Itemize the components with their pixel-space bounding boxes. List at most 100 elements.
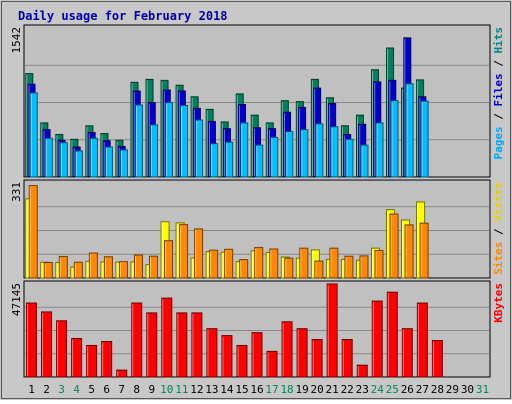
bar-pages-day-8 xyxy=(134,104,143,178)
x-tick-label: 9 xyxy=(148,383,155,396)
bar-kbytes-day-26 xyxy=(401,328,413,378)
x-tick-label: 23 xyxy=(356,383,369,396)
bar-pages-day-24 xyxy=(375,122,384,178)
chart-title: Daily usage for February 2018 xyxy=(18,9,228,23)
bar-sites-day-8 xyxy=(133,254,143,279)
legend-entry: Sites xyxy=(492,242,505,275)
x-tick-label: 29 xyxy=(446,383,459,396)
bar-pages-day-5 xyxy=(89,137,98,178)
x-tick-label: 21 xyxy=(326,383,339,396)
bar-pages-day-17 xyxy=(270,136,279,178)
bar-sites-day-2 xyxy=(43,262,53,279)
bar-kbytes-day-18 xyxy=(281,321,293,378)
x-tick-label: 11 xyxy=(175,383,188,396)
bar-kbytes-day-21 xyxy=(326,283,338,378)
bar-kbytes-day-27 xyxy=(416,302,428,378)
bar-sites-day-9 xyxy=(149,255,159,279)
bar-sites-day-24 xyxy=(374,249,384,279)
x-tick-label: 28 xyxy=(431,383,444,396)
x-tick-label: 13 xyxy=(205,383,218,396)
x-tick-label: 15 xyxy=(235,383,248,396)
bar-kbytes-day-16 xyxy=(251,332,263,378)
bar-kbytes-day-6 xyxy=(101,340,113,378)
bar-sites-day-17 xyxy=(269,248,279,279)
bar-kbytes-day-3 xyxy=(56,320,68,378)
bar-sites-day-1 xyxy=(28,185,38,279)
x-tick-label: 4 xyxy=(73,383,80,396)
legend-separator: / xyxy=(492,222,505,242)
x-tick-label: 27 xyxy=(416,383,429,396)
bar-sites-day-7 xyxy=(118,261,128,279)
bar-sites-day-18 xyxy=(284,257,294,279)
bar-pages-day-3 xyxy=(59,142,68,178)
x-tick-label: 26 xyxy=(401,383,414,396)
bar-kbytes-day-24 xyxy=(371,300,383,378)
bar-pages-day-26 xyxy=(405,83,414,178)
bar-kbytes-day-1 xyxy=(26,302,38,378)
bar-kbytes-day-12 xyxy=(191,312,203,378)
bar-pages-day-2 xyxy=(44,137,53,178)
bar-sites-day-22 xyxy=(344,255,354,279)
bar-kbytes-day-9 xyxy=(146,312,158,378)
bar-pages-day-21 xyxy=(330,126,339,178)
bar-pages-day-18 xyxy=(285,131,294,178)
bar-kbytes-day-20 xyxy=(311,339,323,378)
bar-kbytes-day-23 xyxy=(356,364,368,378)
bar-pages-day-9 xyxy=(150,124,159,178)
bar-pages-day-19 xyxy=(300,129,309,178)
bar-kbytes-day-19 xyxy=(296,328,308,378)
bar-pages-day-27 xyxy=(420,100,429,178)
bar-pages-day-6 xyxy=(104,146,113,178)
bar-kbytes-day-17 xyxy=(266,350,278,378)
bar-sites-day-11 xyxy=(179,224,189,279)
bar-sites-day-26 xyxy=(404,224,414,279)
bar-kbytes-day-7 xyxy=(116,369,128,378)
x-tick-label: 5 xyxy=(88,383,95,396)
bar-kbytes-day-15 xyxy=(236,344,248,378)
panel-kbytes: 47145 KBytes xyxy=(10,280,505,378)
x-tick-label: 19 xyxy=(295,383,308,396)
x-tick-label: 31 xyxy=(476,383,489,396)
legend-entry: Pages xyxy=(492,126,505,159)
panel-visits-sites: 331 Sites / Visits xyxy=(10,179,505,279)
x-tick-label: 3 xyxy=(58,383,65,396)
panel-legend: KBytes xyxy=(492,283,505,323)
bar-sites-day-21 xyxy=(329,247,339,279)
x-tick-label: 22 xyxy=(341,383,354,396)
x-tick-label: 24 xyxy=(371,383,385,396)
bar-sites-day-10 xyxy=(164,240,174,279)
x-tick-label: 2 xyxy=(43,383,50,396)
bar-sites-day-13 xyxy=(209,249,219,279)
bar-kbytes-day-8 xyxy=(131,302,143,378)
bar-pages-day-10 xyxy=(165,102,174,178)
x-tick-label: 17 xyxy=(265,383,278,396)
legend-entry: KBytes xyxy=(492,283,505,323)
x-axis-day-labels: 1 2 3 4 5 6 7 8 9 10 11 12 13 14 15 16 17 18 19 20 21 22 23 24 2… xyxy=(28,383,489,396)
bar-pages-day-11 xyxy=(180,104,189,178)
bar-sites-day-3 xyxy=(58,255,68,279)
x-tick-label: 16 xyxy=(250,383,263,396)
legend-entry: Files xyxy=(492,73,505,106)
bar-pages-day-7 xyxy=(119,149,128,178)
x-tick-label: 12 xyxy=(190,383,203,396)
bar-pages-day-25 xyxy=(390,100,399,178)
x-tick-label: 1 xyxy=(28,383,35,396)
bar-sites-day-15 xyxy=(239,259,249,279)
legend-entry: Visits xyxy=(492,182,505,222)
bar-pages-day-4 xyxy=(74,150,83,178)
x-tick-label: 30 xyxy=(461,383,474,396)
bar-sites-day-12 xyxy=(194,228,204,279)
bar-kbytes-day-25 xyxy=(386,291,398,378)
bar-sites-day-25 xyxy=(389,213,399,279)
bar-pages-day-15 xyxy=(240,122,249,178)
y-max-label: 331 xyxy=(10,182,23,202)
bar-sites-day-6 xyxy=(103,256,113,279)
bar-kbytes-day-22 xyxy=(341,339,353,378)
bar-pages-day-13 xyxy=(210,143,219,178)
x-tick-label: 6 xyxy=(103,383,110,396)
y-max-label: 47145 xyxy=(10,283,23,316)
bar-pages-day-23 xyxy=(360,144,369,178)
